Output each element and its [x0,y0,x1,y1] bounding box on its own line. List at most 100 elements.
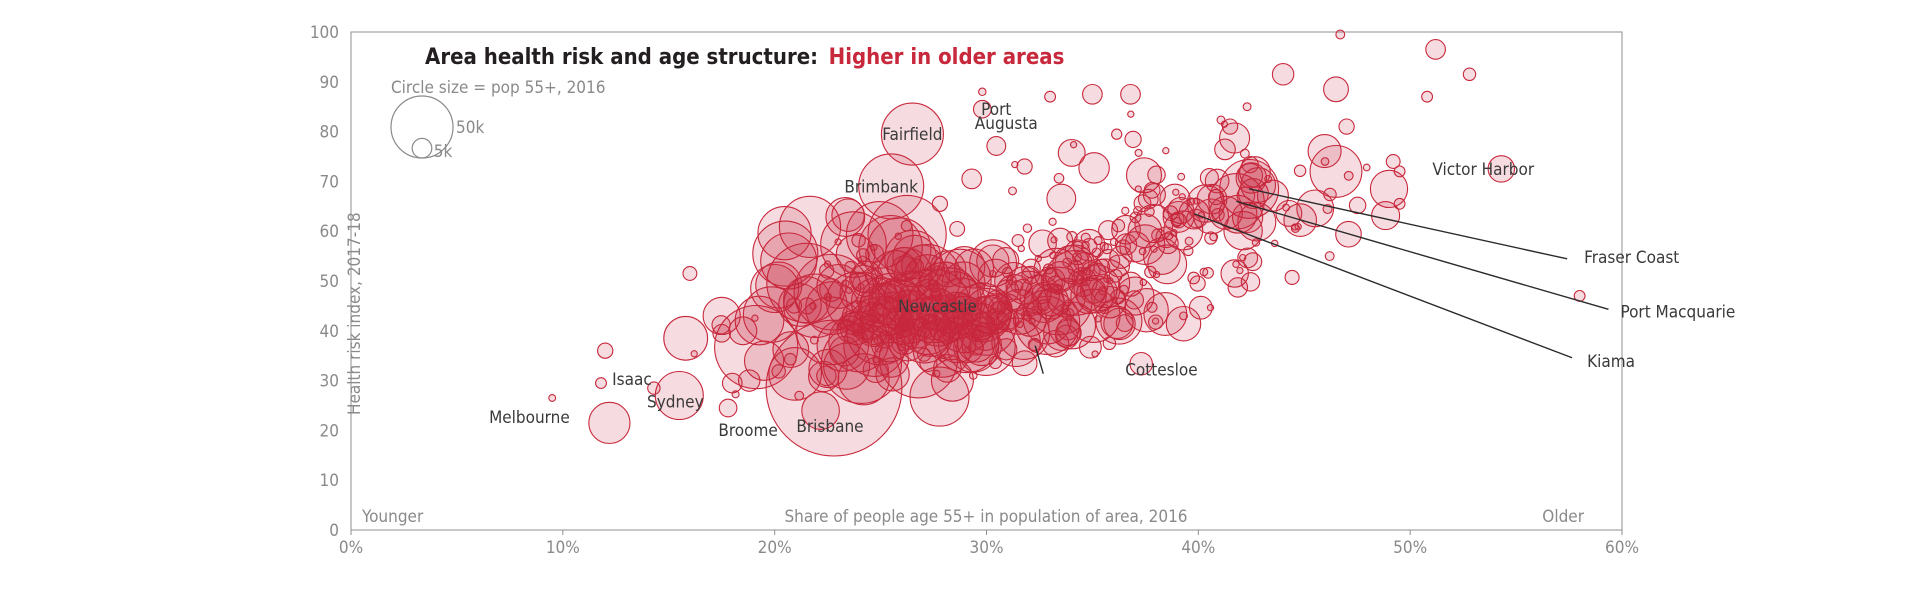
data-bubble [959,308,968,317]
data-bubble [869,325,877,333]
data-bubble [1179,311,1188,321]
data-bubble [1008,186,1017,196]
data-bubble [1178,193,1186,201]
data-bubble [663,315,709,361]
data-bubble [868,301,876,310]
point-label-brimbank: Brimbank [844,177,918,197]
data-bubble [1183,245,1194,257]
data-bubble [857,282,865,290]
data-bubble [831,198,865,232]
point-label-newcastle: Newcastle [898,297,977,317]
data-bubble [875,301,884,310]
data-bubble [690,350,698,358]
data-bubble [1177,172,1186,181]
point-label-broome: Broome [718,421,777,441]
data-bubble [1067,260,1084,277]
leader-line [1034,345,1044,374]
data-bubble [1393,197,1406,210]
data-bubble [1119,284,1129,295]
point-label-sydney: Sydney [647,393,704,413]
data-bubble [995,338,1018,361]
data-bubble [1114,233,1138,256]
data-bubble [1271,63,1295,86]
data-bubble [1094,315,1102,323]
y-tick-label: 60 [320,222,339,242]
data-bubble [809,302,817,310]
data-bubble [1055,324,1079,348]
data-bubble [1251,238,1261,247]
point-label-cottesloe: Cottesloe [1125,361,1197,381]
data-bubble [1323,76,1349,103]
point-label-victor-harbor: Victor Harbor [1432,160,1534,180]
data-bubble [918,274,926,282]
data-bubble [879,335,888,343]
data-bubble [977,296,994,313]
data-bubble [988,355,1002,370]
data-bubble [904,321,912,330]
data-bubble [819,263,835,279]
data-bubble [896,319,904,328]
data-bubble [1151,317,1160,325]
data-bubble [956,311,974,328]
data-bubble [1099,241,1109,252]
data-bubble [1111,128,1123,140]
point-label-brisbane: Brisbane [796,417,863,437]
data-bubble [1146,301,1158,313]
data-bubble [1037,299,1050,312]
data-bubble [1143,181,1161,199]
data-bubble [1120,83,1141,105]
data-bubble [1016,320,1024,329]
y-tick-label: 80 [320,123,339,143]
data-bubble [1231,201,1264,234]
point-label-kiama: Kiama [1587,352,1635,372]
y-tick-label: 40 [320,322,339,342]
x-axis-title: Share of people age 55+ in population of… [784,507,1187,527]
data-bubble [864,268,882,286]
data-bubble [1220,120,1229,128]
x-tick-label: 50% [1393,538,1427,558]
data-bubble [919,353,938,372]
data-bubble [1115,239,1131,255]
point-label-fraser-coast: Fraser Coast [1584,248,1679,268]
data-bubble [731,390,740,399]
data-bubble [1348,196,1367,215]
data-bubble [972,99,992,119]
x-tick-label: 10% [546,538,580,558]
data-bubble [932,369,941,378]
data-bubble [886,246,922,283]
data-bubble [885,295,894,304]
y-tick-label: 50 [320,272,339,292]
data-bubble [1118,271,1144,297]
data-bubble [823,260,832,268]
data-bubble [1006,275,1017,286]
data-bubble [728,316,758,346]
data-bubble [1031,283,1052,305]
data-bubble [1072,240,1084,253]
data-bubble [1172,188,1180,196]
data-bubble [1103,307,1136,341]
data-bubble [1207,188,1225,206]
data-bubble [1034,254,1042,263]
data-bubble [973,328,985,340]
data-bubble [548,394,557,402]
data-bubble [757,206,812,261]
data-bubble [1049,251,1057,260]
data-bubble [1023,312,1033,322]
data-bubble [1017,244,1025,253]
data-bubble [772,331,810,369]
data-bubble [870,243,878,252]
data-bubble [1027,337,1042,352]
data-bubble [968,339,985,356]
data-bubble [968,371,978,380]
data-bubble [1239,148,1250,159]
data-bubble [1064,299,1072,307]
data-bubble [952,304,962,314]
data-bubble [1129,351,1153,376]
data-bubble [816,365,837,387]
data-bubble [1109,245,1133,269]
data-bubble [588,401,631,445]
data-bubble [1338,118,1355,135]
data-bubble [851,329,860,337]
data-bubble [1093,236,1103,246]
